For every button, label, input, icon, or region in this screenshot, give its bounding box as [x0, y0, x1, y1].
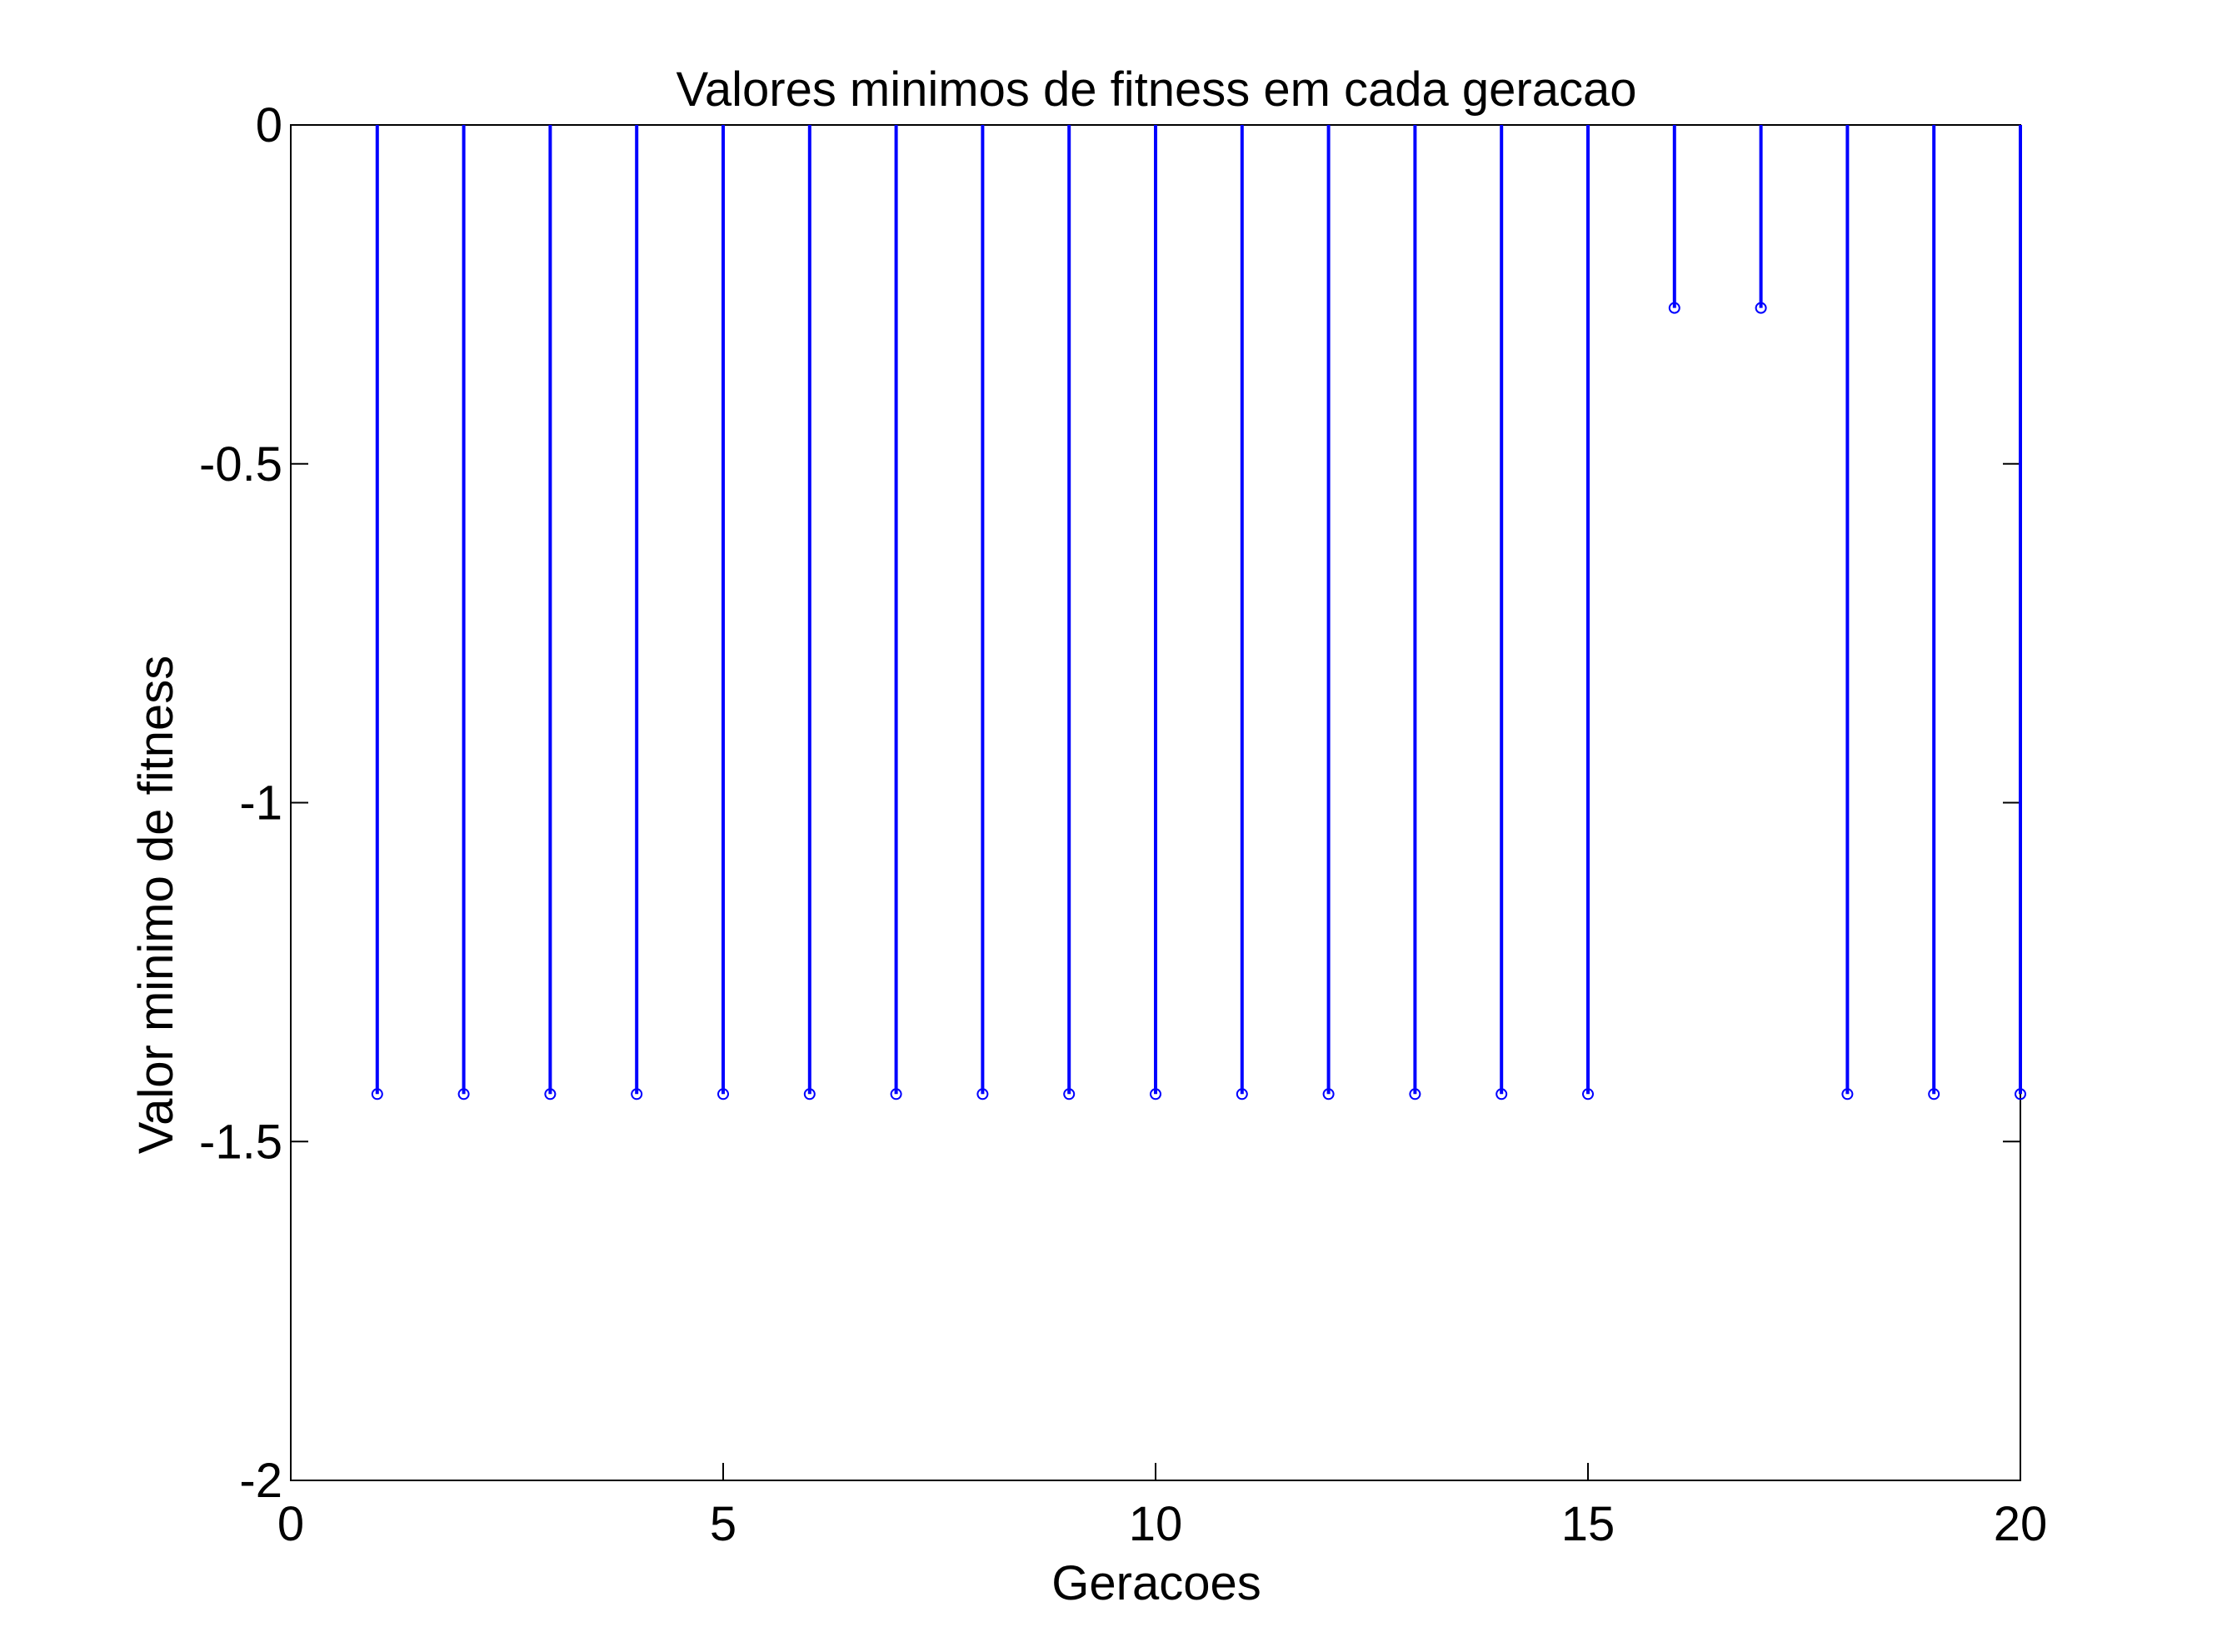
x-tick-label: 5	[710, 1497, 737, 1551]
y-tick-label: -1	[239, 776, 282, 831]
y-axis-title: Valor minimo de fitness	[129, 656, 183, 1155]
stem-marker	[1063, 1088, 1076, 1101]
stem-marker	[1582, 1088, 1594, 1101]
plot-area: 0 5 10 15 20 0 -0.5 -1 -1.5 -2	[199, 98, 2047, 1551]
x-tick-label: 15	[1561, 1497, 1615, 1551]
chart-title: Valores minimos de fitness em cada gerac…	[676, 62, 1636, 117]
x-axis-title: Geracoes	[1051, 1556, 1261, 1610]
stem-marker	[1928, 1088, 1940, 1101]
y-tick-label: -2	[239, 1454, 282, 1508]
stem-marker	[631, 1088, 643, 1101]
stem-marker	[976, 1088, 989, 1101]
x-tick-label: 0	[277, 1497, 304, 1551]
stem-marker	[1236, 1088, 1248, 1101]
x-tick-label: 20	[1994, 1497, 2048, 1551]
stem-marker	[890, 1088, 902, 1101]
stem-marker	[2015, 1088, 2026, 1101]
stem-marker	[803, 1088, 816, 1101]
y-tick-label: 0	[256, 98, 282, 152]
stem-marker	[544, 1088, 557, 1101]
stem-marker	[717, 1088, 729, 1101]
y-tick-label: -0.5	[199, 437, 282, 492]
stem-marker	[1495, 1088, 1508, 1101]
stem-marker	[1668, 302, 1680, 314]
stem-marker	[371, 1088, 383, 1101]
stem-marker	[1409, 1088, 1421, 1101]
x-tick-label: 10	[1129, 1497, 1183, 1551]
stem-marker	[457, 1088, 470, 1101]
y-tick-label: -1.5	[199, 1115, 282, 1169]
stem-marker	[1841, 1088, 1854, 1101]
stem-marker	[1755, 302, 1767, 314]
stem-marker	[1150, 1088, 1161, 1101]
stem-marker	[1322, 1088, 1335, 1101]
